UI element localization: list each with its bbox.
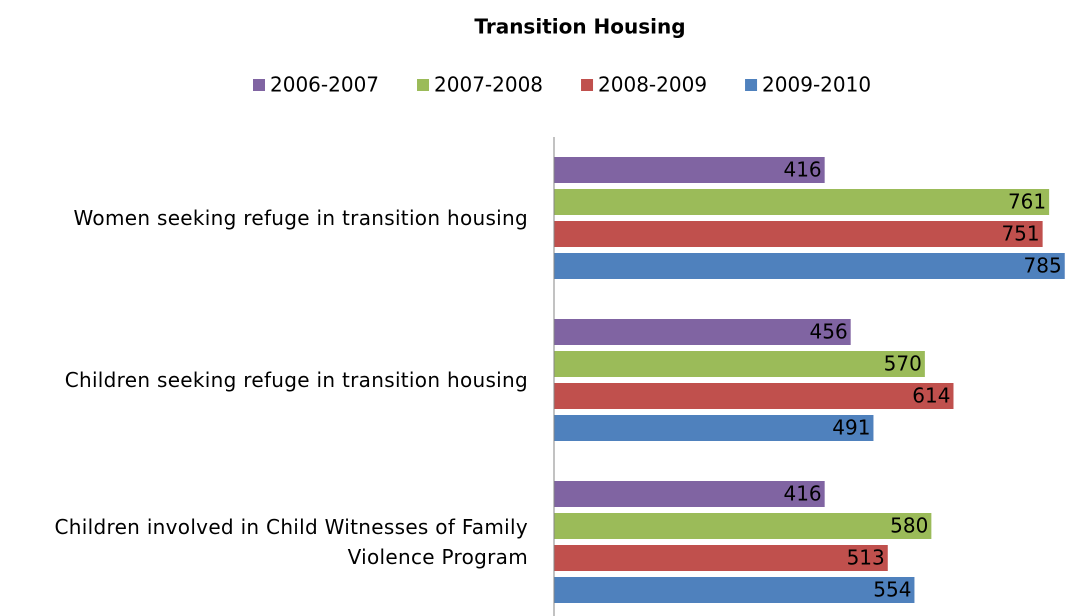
bar <box>554 415 874 441</box>
value-label: 761 <box>1008 190 1046 214</box>
bar <box>554 319 851 345</box>
chart-title: Transition Housing <box>474 15 685 39</box>
bar <box>554 383 954 409</box>
bar <box>554 221 1043 247</box>
bar <box>554 189 1050 215</box>
value-label: 570 <box>884 352 922 376</box>
value-label: 513 <box>847 546 885 570</box>
bar <box>554 577 915 603</box>
value-label: 554 <box>873 578 911 602</box>
bar <box>554 545 888 571</box>
value-label: 751 <box>1001 222 1039 246</box>
legend-swatch <box>581 79 594 91</box>
value-label: 416 <box>783 482 821 506</box>
legend-label: 2009-2010 <box>762 73 871 97</box>
category-label: Children seeking refuge in transition ho… <box>64 368 528 392</box>
value-label: 785 <box>1024 254 1062 278</box>
value-label: 456 <box>810 320 848 344</box>
bar <box>554 481 825 507</box>
legend-label: 2008-2009 <box>598 73 707 97</box>
category-label: Children involved in Child Witnesses of … <box>54 515 528 569</box>
legend-label: 2007-2008 <box>434 73 543 97</box>
legend-swatch <box>745 79 758 91</box>
category-label: Women seeking refuge in transition housi… <box>73 206 528 230</box>
legend-swatch <box>253 79 265 91</box>
value-label: 580 <box>890 514 928 538</box>
value-label: 416 <box>783 158 821 182</box>
legend-label: 2006-2007 <box>270 73 379 97</box>
bar <box>554 253 1065 279</box>
bar <box>554 513 932 539</box>
legend-swatch <box>417 79 430 91</box>
value-label: 491 <box>832 416 870 440</box>
value-label: 614 <box>912 384 950 408</box>
bar <box>554 351 925 377</box>
bar <box>554 157 825 183</box>
